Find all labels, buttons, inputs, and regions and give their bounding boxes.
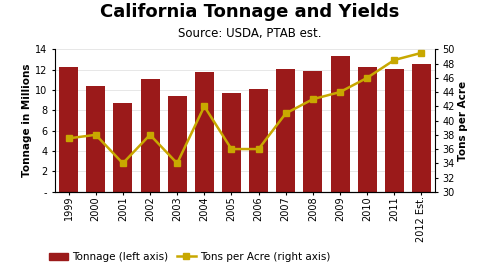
Bar — [385, 69, 404, 192]
Text: California Tonnage and Yields: California Tonnage and Yields — [100, 3, 400, 21]
Bar — [358, 67, 376, 192]
Bar — [249, 89, 268, 192]
Y-axis label: Tonnage in Millions: Tonnage in Millions — [22, 64, 32, 177]
Bar — [276, 69, 295, 192]
Bar — [168, 96, 186, 192]
Text: Source: USDA, PTAB est.: Source: USDA, PTAB est. — [178, 27, 322, 40]
Bar — [86, 86, 105, 192]
Bar — [195, 72, 214, 192]
Bar — [304, 71, 322, 192]
Bar — [59, 67, 78, 192]
Bar — [412, 64, 431, 192]
Bar — [222, 93, 241, 192]
Bar — [140, 79, 160, 192]
Bar — [330, 56, 349, 192]
Y-axis label: Tons per Acre: Tons per Acre — [458, 81, 468, 161]
Legend: Tonnage (left axis), Tons per Acre (right axis): Tonnage (left axis), Tons per Acre (righ… — [45, 248, 334, 266]
Bar — [114, 103, 132, 192]
